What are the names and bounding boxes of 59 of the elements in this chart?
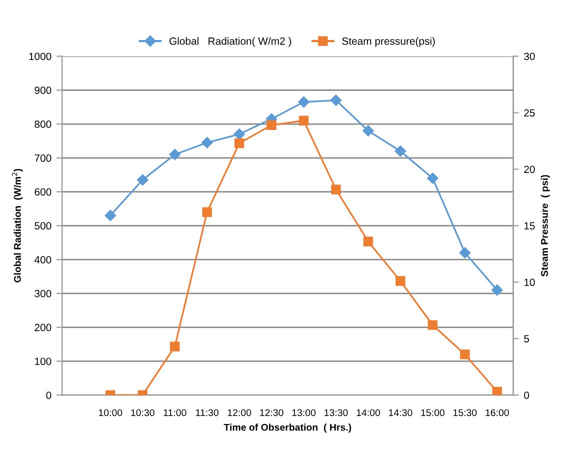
point [298, 96, 310, 108]
legend-label: Steam pressure(psi) [342, 37, 435, 47]
point [202, 207, 212, 217]
point [331, 184, 341, 194]
x-tick-label: 14:00 [356, 409, 380, 416]
y2-tick-label: 15 [524, 222, 535, 230]
legend-label: Global Radiation( W/m2 ) [170, 37, 292, 47]
y-tick-label: 600 [34, 188, 52, 196]
y-tick-label: 300 [34, 290, 52, 298]
x-tick-label: 16:00 [486, 409, 509, 416]
point [330, 94, 342, 106]
y-tick-label: 400 [34, 256, 52, 264]
point [492, 284, 503, 296]
point [460, 350, 470, 360]
x-tick-label: 13:30 [324, 409, 348, 416]
y-tick-label: 0 [46, 392, 52, 399]
y2-tick-label: 0 [524, 392, 530, 399]
y-tick-label: 900 [34, 86, 52, 94]
x-tick-label: 10:30 [131, 409, 154, 416]
y-axis-title: Global Radiation (W/m$^{2}$) [12, 168, 23, 282]
point [137, 174, 148, 186]
point [363, 236, 374, 246]
point [362, 125, 374, 136]
x-tick-label: 11:30 [196, 409, 218, 416]
point [201, 137, 213, 148]
x-tick-label: 15:00 [421, 409, 444, 416]
point [394, 146, 406, 157]
y-tick-label: 100 [35, 358, 52, 366]
point [427, 172, 438, 184]
x-tick-label: 12:00 [228, 409, 252, 416]
y2-tick-label: 5 [524, 335, 530, 342]
y-tick-label: 1000 [29, 52, 52, 60]
y-tick-label: 500 [34, 222, 52, 230]
x-tick-label: 11:00 [164, 409, 186, 416]
x-tick-label: 10:00 [98, 409, 122, 416]
point [492, 386, 502, 396]
x-tick-label: 14:30 [389, 409, 412, 416]
y2-tick-label: 25 [524, 109, 535, 117]
point [396, 276, 406, 286]
x-tick-label: 13:00 [292, 409, 316, 416]
point [298, 116, 309, 126]
point [234, 128, 245, 140]
point [169, 148, 180, 160]
x-tick-label: 15:30 [453, 409, 477, 416]
point [170, 342, 180, 352]
x-axis-title: Time of Obserbation ( Hrs.) [224, 424, 352, 433]
y-tick-label: 800 [34, 120, 52, 128]
y2-tick-label: 30 [524, 52, 535, 60]
y2-tick-label: 10 [524, 278, 535, 286]
point [234, 138, 244, 148]
y-tick-label: 200 [34, 324, 52, 332]
point [459, 247, 471, 258]
point [428, 320, 438, 330]
point [104, 210, 116, 222]
y2-tick-label: 20 [524, 166, 535, 174]
point [266, 120, 276, 130]
y-tick-label: 700 [34, 154, 52, 162]
x-tick-label: 12:30 [260, 409, 284, 416]
y2-axis-title: Steam Pressure ( psi) [540, 175, 550, 276]
